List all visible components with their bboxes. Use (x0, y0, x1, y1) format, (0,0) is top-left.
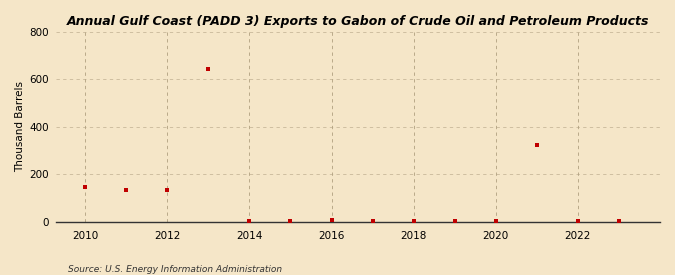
Point (490, 219, 501, 223)
Point (326, 218, 337, 222)
Point (450, 219, 460, 223)
Point (285, 219, 296, 223)
Point (121, 188, 132, 192)
Point (244, 219, 254, 224)
Y-axis label: Thousand Barrels: Thousand Barrels (15, 81, 25, 172)
Point (408, 219, 419, 223)
Point (614, 218, 624, 223)
Point (531, 143, 542, 147)
Point (203, 67, 214, 72)
Point (367, 219, 378, 223)
Point (572, 219, 583, 223)
Title: Annual Gulf Coast (PADD 3) Exports to Gabon of Crude Oil and Petroleum Products: Annual Gulf Coast (PADD 3) Exports to Ga… (67, 15, 649, 28)
Point (80, 185, 90, 189)
Point (162, 188, 173, 192)
Text: Source: U.S. Energy Information Administration: Source: U.S. Energy Information Administ… (68, 265, 281, 274)
